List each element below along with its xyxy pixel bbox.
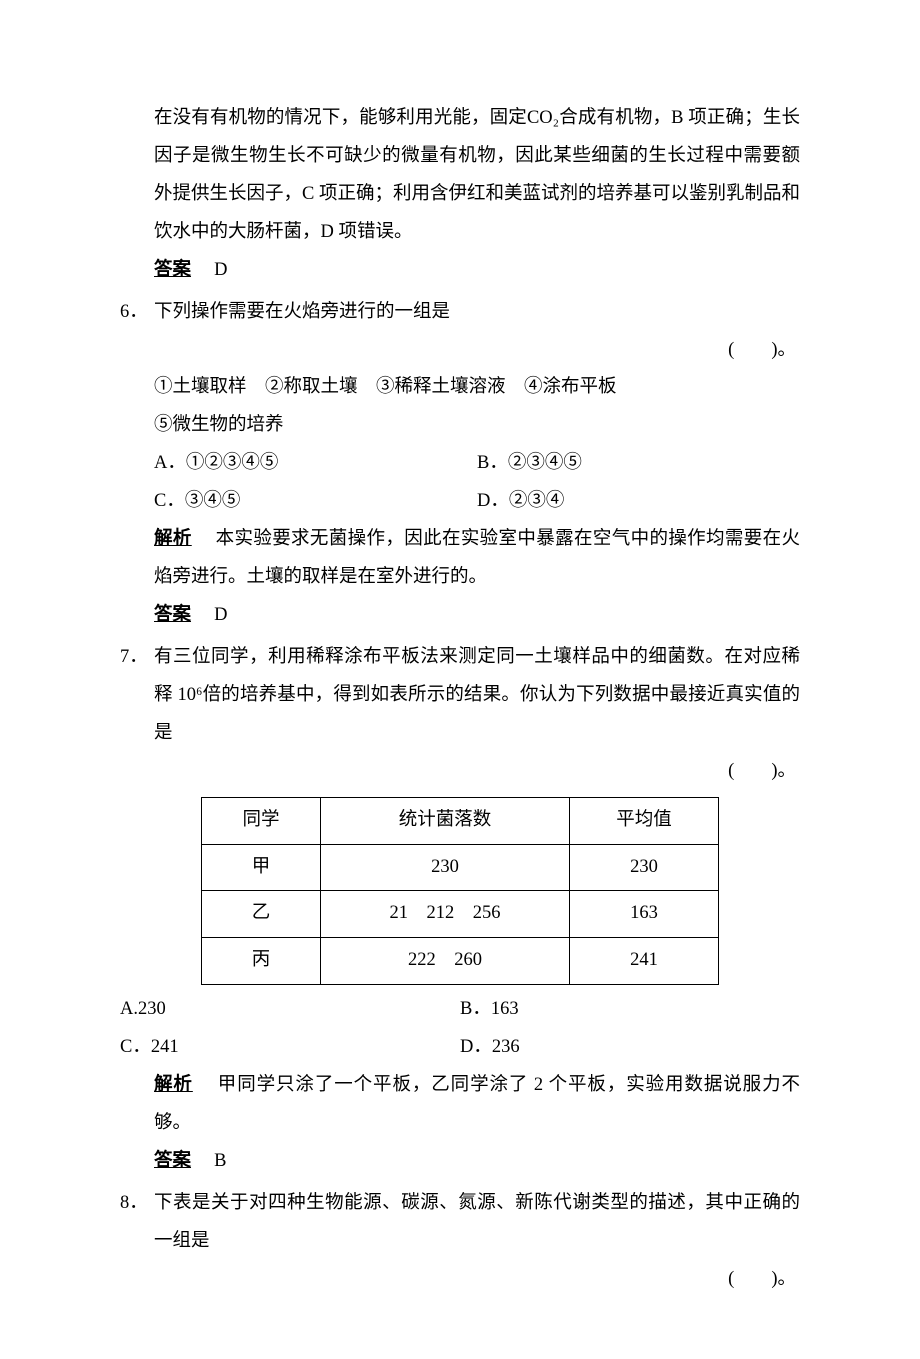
- q6-stem: 下列操作需要在火焰旁进行的一组是: [154, 294, 800, 332]
- cell: 222 260: [321, 938, 570, 985]
- q8-stem: 下表是关于对四种生物能源、碳源、氮源、新陈代谢类型的描述，其中正确的一组是: [154, 1185, 800, 1261]
- explain-label: 解析: [154, 529, 192, 549]
- prev-answer-letter: D: [214, 260, 227, 280]
- q7-number: 7．: [120, 639, 154, 753]
- question-6: 6． 下列操作需要在火焰旁进行的一组是 ( )。 ①土壤取样 ②称取土壤 ③稀释…: [120, 294, 800, 635]
- q7-option-c: C．241: [120, 1029, 460, 1067]
- q7-explain-line: 解析 甲同学只涂了一个平板，乙同学涂了 2 个平板，实验用数据说服力不够。: [154, 1067, 800, 1143]
- th-count: 统计菌落数: [321, 797, 570, 844]
- th-avg: 平均值: [570, 797, 719, 844]
- q7-option-b: B．163: [460, 991, 800, 1029]
- q6-items2: ⑤微生物的培养: [154, 407, 800, 445]
- answer-label: 答案: [154, 605, 191, 625]
- q7-explain-text: 甲同学只涂了一个平板，乙同学涂了 2 个平板，实验用数据说服力不够。: [154, 1075, 800, 1133]
- q7-stem: 有三位同学，利用稀释涂布平板法来测定同一土壤样品中的细菌数。在对应稀释 10⁶倍…: [154, 639, 800, 753]
- q6-options-row2: C．③④⑤ D．②③④: [154, 483, 800, 521]
- question-7: 7． 有三位同学，利用稀释涂布平板法来测定同一土壤样品中的细菌数。在对应稀释 1…: [120, 639, 800, 1181]
- table-row: 甲 230 230: [202, 844, 719, 891]
- cell: 21 212 256: [321, 891, 570, 938]
- q8-number: 8．: [120, 1185, 154, 1261]
- cell: 230: [570, 844, 719, 891]
- table-header-row: 同学 统计菌落数 平均值: [202, 797, 719, 844]
- q7-answer-line: 答案 B: [154, 1143, 800, 1181]
- q8-blank: ( )。: [120, 1261, 800, 1299]
- answer-label: 答案: [154, 1151, 191, 1171]
- prev-answer-value: [196, 260, 215, 280]
- q7-option-d: D．236: [460, 1029, 800, 1067]
- page: 在没有有机物的情况下，能够利用光能，固定CO₂合成有机物，B 项正确；生长因子是…: [0, 0, 920, 1359]
- prev-explanation-text: 在没有有机物的情况下，能够利用光能，固定CO₂合成有机物，B 项正确；生长因子是…: [154, 100, 800, 252]
- table-row: 乙 21 212 256 163: [202, 891, 719, 938]
- q6-number: 6．: [120, 294, 154, 332]
- q6-option-d: D．②③④: [477, 483, 800, 521]
- prev-answer-line: 答案 D: [154, 252, 800, 290]
- table-row: 丙 222 260 241: [202, 938, 719, 985]
- q7-options-row2: C．241 D．236: [120, 1029, 800, 1067]
- q6-explain-line: 解析 本实验要求无菌操作，因此在实验室中暴露在空气中的操作均需要在火焰旁进行。土…: [154, 521, 800, 597]
- question-8: 8． 下表是关于对四种生物能源、碳源、氮源、新陈代谢类型的描述，其中正确的一组是…: [120, 1185, 800, 1299]
- q6-options-row1: A．①②③④⑤ B．②③④⑤: [154, 445, 800, 483]
- q6-answer-line: 答案 D: [154, 597, 800, 635]
- cell: 丙: [202, 938, 321, 985]
- th-student: 同学: [202, 797, 321, 844]
- q6-explain-text: 本实验要求无菌操作，因此在实验室中暴露在空气中的操作均需要在火焰旁进行。土壤的取…: [154, 529, 800, 587]
- answer-label: 答案: [154, 260, 191, 280]
- explain-label: 解析: [154, 1075, 193, 1095]
- q6-blank: ( )。: [120, 332, 800, 370]
- q7-options-row1: A.230 B．163: [120, 991, 800, 1029]
- q7-blank: ( )。: [120, 753, 800, 791]
- q6-answer-value: D: [214, 605, 227, 625]
- cell: 甲: [202, 844, 321, 891]
- q7-option-a: A.230: [120, 991, 460, 1029]
- q6-option-a: A．①②③④⑤: [154, 445, 477, 483]
- cell: 乙: [202, 891, 321, 938]
- cell: 163: [570, 891, 719, 938]
- q6-option-c: C．③④⑤: [154, 483, 477, 521]
- cell: 230: [321, 844, 570, 891]
- q7-table: 同学 统计菌落数 平均值 甲 230 230 乙 21 212 256 163 …: [201, 797, 719, 986]
- q6-option-b: B．②③④⑤: [477, 445, 800, 483]
- q6-items: ①土壤取样 ②称取土壤 ③稀释土壤溶液 ④涂布平板: [154, 369, 800, 407]
- cell: 241: [570, 938, 719, 985]
- q7-answer-value: B: [214, 1151, 226, 1171]
